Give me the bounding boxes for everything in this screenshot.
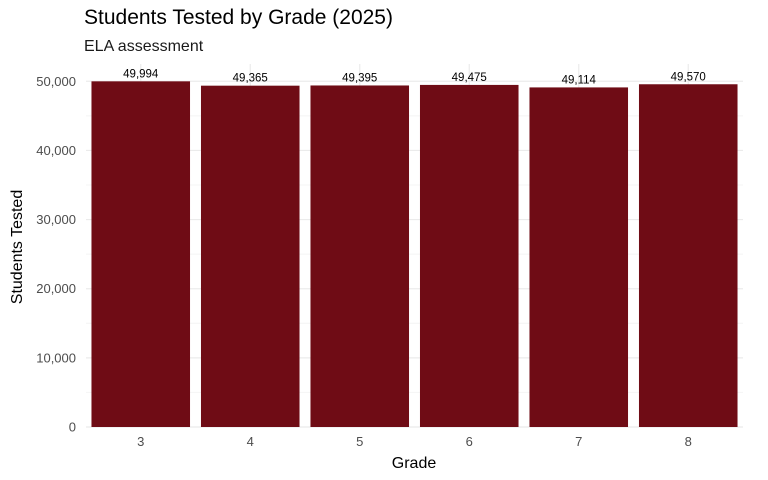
x-tick-label: 4 bbox=[247, 434, 254, 449]
data-label-grade-4: 49,365 bbox=[233, 73, 268, 85]
chart-subtitle: ELA assessment bbox=[84, 38, 204, 55]
data-label-grade-6: 49,475 bbox=[452, 72, 487, 84]
data-labels-group: 49,994 49,365 49,395 49,475 49,114 49,570 bbox=[123, 68, 706, 86]
x-tick-label: 5 bbox=[356, 434, 363, 449]
x-tick-label: 8 bbox=[685, 434, 692, 449]
bar-grade-6 bbox=[419, 84, 519, 427]
bars-group bbox=[91, 81, 738, 428]
x-tick-label: 7 bbox=[575, 434, 582, 449]
bar-grade-4 bbox=[200, 85, 300, 428]
chart-title: Students Tested by Grade (2025) bbox=[84, 6, 393, 29]
data-label-grade-7: 49,114 bbox=[562, 74, 597, 86]
data-label-grade-3: 49,994 bbox=[123, 68, 159, 80]
x-axis-ticks: 3 4 5 6 7 8 bbox=[137, 434, 692, 449]
y-tick-label: 50,000 bbox=[36, 74, 76, 89]
y-tick-label: 0 bbox=[69, 420, 76, 435]
y-tick-label: 40,000 bbox=[36, 143, 76, 158]
bar-grade-8 bbox=[638, 84, 738, 428]
x-axis-title: Grade bbox=[392, 455, 437, 472]
x-tick-label: 6 bbox=[466, 434, 473, 449]
data-label-grade-5: 49,395 bbox=[342, 72, 377, 84]
x-tick-label: 3 bbox=[137, 434, 144, 449]
y-tick-label: 30,000 bbox=[36, 212, 76, 227]
y-tick-label: 20,000 bbox=[36, 281, 76, 296]
y-tick-label: 10,000 bbox=[36, 350, 76, 365]
y-axis-title: Students Tested bbox=[9, 190, 26, 304]
bar-grade-7 bbox=[529, 87, 629, 427]
bar-grade-5 bbox=[310, 85, 410, 427]
data-label-grade-8: 49,570 bbox=[671, 71, 706, 83]
bar-grade-3 bbox=[91, 81, 191, 427]
y-axis-ticks: 0 10,000 20,000 30,000 40,000 50,000 bbox=[36, 74, 76, 435]
